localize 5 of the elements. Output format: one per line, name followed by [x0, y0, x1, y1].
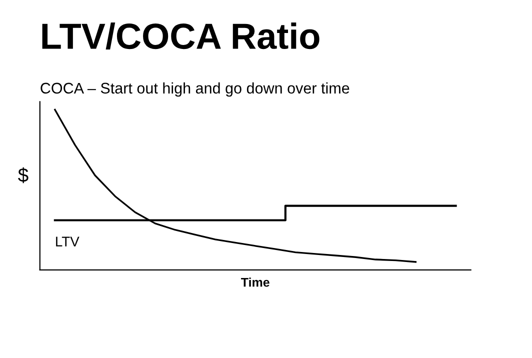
- x-axis-title: Time: [241, 278, 270, 287]
- chart-title: LTV/COCA Ratio: [42, 22, 320, 50]
- text: COCA – Start out high and go down over time: [40, 82, 350, 97]
- series-label: LTV: [56, 236, 80, 246]
- y-axis-title: $: [18, 167, 28, 184]
